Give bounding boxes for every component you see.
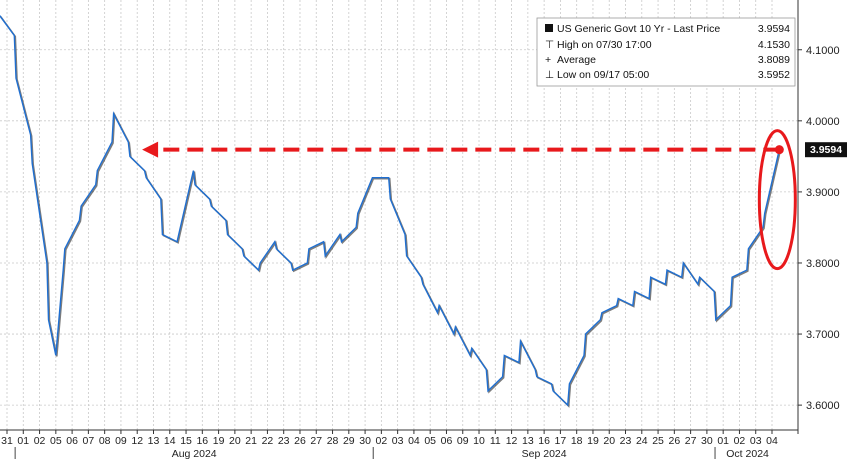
- legend-average-value: 3.8089: [758, 54, 790, 66]
- x-tick-label: 16: [196, 435, 208, 447]
- x-tick-label: 20: [229, 435, 241, 447]
- x-tick-label: 04: [766, 435, 778, 447]
- x-axis: 31 01 02 05 06 07 08 09 12 13 14 15 16 19 20 21 22 23 26 27…: [1, 430, 778, 447]
- x-tick-label: 23: [278, 435, 290, 447]
- last-price-label: 3.9594: [805, 142, 847, 158]
- x-tick-label: 02: [34, 435, 46, 447]
- x-tick-label: 15: [180, 435, 192, 447]
- x-tick-label: 18: [571, 435, 583, 447]
- annotation-layer: [142, 129, 797, 271]
- highlight-ellipse: [757, 129, 797, 271]
- legend-box: [536, 17, 796, 87]
- x-tick-label: 27: [685, 435, 697, 447]
- x-tick-label: 16: [538, 435, 550, 447]
- x-tick-label: 04: [408, 435, 420, 447]
- high-marker-icon: ⊤: [545, 39, 554, 51]
- x-tick-label: 14: [164, 435, 176, 447]
- x-tick-label: 03: [392, 435, 404, 447]
- x-tick-label: 25: [652, 435, 664, 447]
- x-tick-label: 31: [1, 435, 13, 447]
- x-tick-label: 13: [522, 435, 534, 447]
- x-tick-label: 19: [213, 435, 225, 447]
- legend-title-value: 3.9594: [758, 23, 790, 35]
- x-tick-label: 01: [717, 435, 729, 447]
- x-tick-label: 24: [636, 435, 648, 447]
- x-tick-label: 11: [490, 435, 501, 447]
- y-tick-label: 3.7000: [806, 329, 840, 341]
- x-tick-label: 20: [603, 435, 615, 447]
- x-tick-label: 07: [83, 435, 95, 447]
- legend-low-value: 3.5952: [758, 69, 790, 81]
- x-tick-label: 10: [473, 435, 485, 447]
- x-tick-label: 30: [359, 435, 371, 447]
- y-tick-label: 3.9000: [806, 187, 840, 199]
- x-tick-label: 26: [668, 435, 680, 447]
- month-label: Aug 2024: [172, 448, 217, 459]
- y-tick-label: 4.0000: [806, 116, 840, 128]
- x-tick-label: 19: [587, 435, 599, 447]
- x-tick-label: 27: [310, 435, 322, 447]
- series-layer: [0, 15, 782, 408]
- legend-title: US Generic Govt 10 Yr - Last Price: [557, 23, 720, 35]
- x-tick-label: 28: [327, 435, 339, 447]
- x-tick-label: 26: [294, 435, 306, 447]
- legend-low-label: Low on 09/17 05:00: [557, 69, 649, 81]
- y-tick-label: 3.6000: [806, 400, 840, 412]
- x-tick-label: 23: [620, 435, 632, 447]
- y-tick-label: 3.8000: [806, 258, 840, 270]
- x-tick-label: 06: [66, 435, 78, 447]
- x-tick-label: 21: [245, 435, 257, 447]
- x-tick-label: 02: [376, 435, 388, 447]
- month-label: Sep 2024: [522, 448, 567, 459]
- y-tick-label: 4.1000: [806, 45, 840, 57]
- legend-series-swatch: [545, 24, 553, 32]
- x-tick-label: 22: [262, 435, 274, 447]
- low-marker-icon: ⊥: [545, 69, 554, 81]
- x-tick-label: 08: [99, 435, 111, 447]
- x-tick-label: 12: [131, 435, 143, 447]
- x-tick-label: 05: [50, 435, 62, 447]
- arrow-head: [142, 141, 159, 158]
- last-price-box: [805, 142, 847, 158]
- x-tick-label: 09: [457, 435, 469, 447]
- x-tick-label: 02: [734, 435, 746, 447]
- last-price-text: 3.9594: [810, 144, 842, 156]
- legend-average-label: Average: [557, 54, 596, 66]
- y-axis: 4.1000 4.0000 3.9000 3.8000 3.7000 3.6000: [798, 45, 840, 412]
- x-tick-label: 29: [343, 435, 355, 447]
- x-tick-label: 12: [506, 435, 518, 447]
- legend-high-value: 4.1530: [758, 39, 790, 51]
- legend: US Generic Govt 10 Yr - Last Price 3.959…: [536, 17, 796, 87]
- legend-high-label: High on 07/30 17:00: [557, 39, 652, 51]
- x-tick-label: 17: [555, 435, 567, 447]
- average-marker-icon: +: [545, 54, 551, 66]
- last-price-dot: [774, 145, 784, 155]
- x-tick-label: 13: [148, 435, 160, 447]
- month-label: Oct 2024: [726, 448, 769, 459]
- x-tick-label: 05: [424, 435, 436, 447]
- x-tick-label: 06: [441, 435, 453, 447]
- series-shadow-line: [0, 16, 782, 408]
- month-labels: Aug 2024 Sep 2024 Oct 2024: [14, 447, 769, 459]
- grid: [0, 0, 799, 434]
- x-tick-label: 01: [17, 435, 29, 447]
- x-tick-label: 03: [750, 435, 762, 447]
- x-tick-label: 09: [115, 435, 127, 447]
- x-tick-label: 30: [701, 435, 713, 447]
- series-line-us-10yr: [0, 15, 780, 407]
